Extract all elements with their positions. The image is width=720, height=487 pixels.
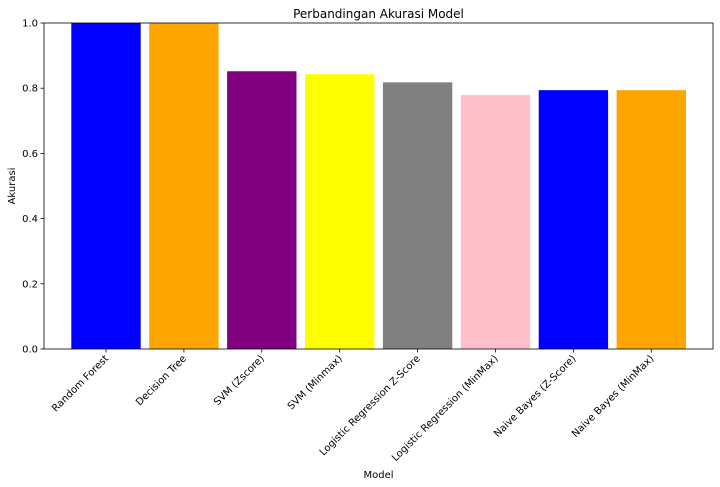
x-tick-label-1: Decision Tree — [134, 353, 189, 408]
bar-5 — [460, 95, 531, 350]
x-tick-label-0: Random Forest — [50, 353, 111, 414]
y-tick-label-1: 0.2 — [22, 279, 38, 290]
x-axis-label: Model — [363, 470, 393, 481]
x-tick-label-3: SVM (Minmax) — [286, 353, 345, 412]
y-axis: 0.0 0.2 0.4 0.6 0.8 1.0 — [22, 19, 44, 356]
y-tick-label-2: 0.4 — [22, 214, 38, 225]
y-tick-label-5: 1.0 — [22, 19, 38, 30]
chart-title: Perbandingan Akurasi Model — [293, 7, 464, 21]
bars-group — [71, 23, 686, 350]
x-tick-label-7: Naive Bayes (MinMax) — [570, 353, 657, 440]
bar-2 — [227, 71, 297, 350]
x-tick-label-6: Naive Bayes (Z-Score) — [492, 353, 578, 439]
bar-4 — [382, 82, 453, 349]
bar-7 — [616, 90, 686, 349]
x-axis: Random Forest Decision Tree SVM (Zscore) SV… — [50, 349, 656, 464]
bar-1 — [149, 23, 219, 349]
y-axis-label: Akurasi — [7, 168, 18, 205]
y-tick-label-0: 0.0 — [22, 345, 38, 356]
y-tick-label-3: 0.6 — [22, 149, 38, 160]
bar-6 — [538, 90, 609, 349]
y-tick-label-4: 0.8 — [22, 84, 38, 95]
bar-3 — [305, 74, 375, 349]
bar-0 — [71, 23, 141, 349]
plot-frame — [43, 22, 714, 350]
x-tick-label-2: SVM (Zscore) — [212, 353, 267, 408]
